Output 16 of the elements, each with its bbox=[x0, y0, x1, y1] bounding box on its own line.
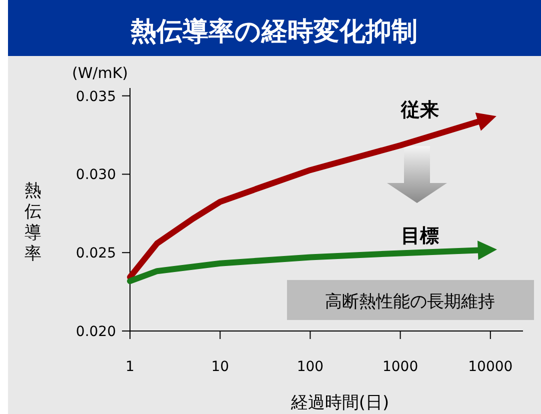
y-axis-title: 熱伝導率 bbox=[24, 181, 42, 264]
x-tick-label: 1000 bbox=[382, 359, 418, 375]
x-tick-label: 10000 bbox=[468, 359, 513, 375]
y-tick-label: 0.020 bbox=[76, 324, 116, 340]
text: (W/mK) bbox=[72, 64, 128, 82]
x-tick-label: 100 bbox=[296, 359, 324, 375]
x-tick-label: 10 bbox=[211, 359, 230, 375]
series-label: 従来 bbox=[400, 99, 439, 121]
series-label: 目標 bbox=[401, 225, 439, 247]
y-tick-label: 0.030 bbox=[76, 167, 116, 184]
x-tick-label: 1 bbox=[126, 359, 134, 375]
y-tick-label: 0.035 bbox=[76, 88, 116, 105]
annotation: 高断熱性能の長期維持 bbox=[325, 292, 495, 312]
x-axis-title: 経過時間(日) bbox=[290, 393, 390, 413]
y-tick-label: 0.025 bbox=[76, 246, 116, 262]
chart-title: 熱伝導率の経時変化抑制 bbox=[130, 17, 418, 47]
